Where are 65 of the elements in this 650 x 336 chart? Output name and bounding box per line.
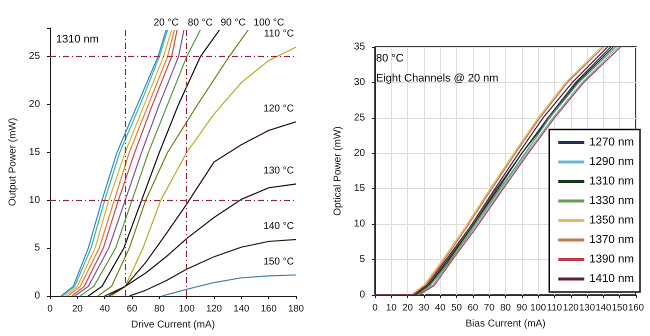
x-tick-label: 120 bbox=[206, 304, 222, 314]
series-label: 100 °C bbox=[254, 17, 284, 28]
x-tick-label: 100 bbox=[530, 302, 546, 314]
x-tick-label: 60 bbox=[126, 304, 138, 314]
x-tick-label: 40 bbox=[99, 304, 110, 314]
y-tick-label: 25 bbox=[28, 51, 40, 62]
y-tick-label: 5 bbox=[34, 242, 40, 254]
y-tick-label: 30 bbox=[354, 76, 366, 88]
annotation: 80 °C bbox=[376, 52, 404, 64]
x-tick-label: 50 bbox=[451, 302, 462, 314]
x-axis-title: Drive Current (mA) bbox=[131, 320, 215, 330]
x-tick-label: 110 bbox=[546, 302, 562, 314]
legend-label: 1330 nm bbox=[589, 195, 634, 207]
series-label: 140 °C bbox=[263, 221, 294, 232]
x-tick-label: 30 bbox=[418, 302, 430, 314]
y-tick-label: 10 bbox=[354, 218, 366, 230]
x-tick-label: 80 bbox=[154, 304, 165, 314]
legend-label: 1350 nm bbox=[589, 214, 634, 226]
x-tick-label: 60 bbox=[468, 302, 478, 314]
series-label: 20 °C bbox=[154, 17, 179, 28]
x-tick-label: 80 bbox=[500, 302, 511, 314]
x-tick-label: 130 bbox=[579, 302, 595, 314]
x-tick-label: 70 bbox=[484, 302, 494, 314]
series-label: 130 °C bbox=[263, 166, 294, 177]
y-axis-title: Output Power (mW) bbox=[8, 118, 18, 206]
x-tick-label: 150 bbox=[612, 302, 628, 314]
x-tick-label: 180 bbox=[288, 304, 304, 314]
y-tick-label: 0 bbox=[34, 290, 40, 302]
x-tick-label: 160 bbox=[628, 302, 644, 314]
y-tick-label: 25 bbox=[354, 112, 366, 124]
x-axis-title: Bias Current (mA) bbox=[466, 318, 546, 330]
x-tick-label: 100 bbox=[178, 304, 195, 314]
series-label: 120 °C bbox=[263, 103, 294, 114]
annotation: 1310 nm bbox=[56, 34, 99, 46]
x-tick-label: 40 bbox=[434, 302, 446, 314]
series-label: 110 °C bbox=[264, 28, 294, 40]
y-tick-label: 35 bbox=[354, 42, 366, 52]
x-tick-label: 160 bbox=[260, 304, 277, 314]
x-tick-label: 120 bbox=[562, 302, 579, 314]
x-tick-label: 0 bbox=[47, 304, 53, 314]
legend-label: 1270 nm bbox=[589, 136, 634, 148]
y-tick-label: 5 bbox=[359, 254, 366, 266]
x-tick-label: 10 bbox=[386, 302, 397, 314]
x-tick-label: 140 bbox=[595, 302, 612, 314]
x-tick-label: 0 bbox=[372, 302, 378, 314]
legend-label: 1370 nm bbox=[589, 234, 634, 246]
legend-label: 1290 nm bbox=[589, 156, 634, 168]
series-label: 80 °C bbox=[188, 17, 213, 28]
legend-label: 1390 nm bbox=[589, 254, 634, 266]
series-label: 150 °C bbox=[263, 256, 294, 268]
x-tick-label: 20 bbox=[402, 302, 413, 314]
x-tick-label: 90 bbox=[516, 302, 528, 314]
annotation: Eight Channels @ 20 nm bbox=[376, 72, 498, 84]
x-tick-label: 20 bbox=[72, 304, 83, 314]
legend-label: 1410 nm bbox=[589, 273, 634, 285]
y-tick-label: 15 bbox=[354, 183, 366, 194]
x-tick-label: 140 bbox=[233, 304, 250, 314]
series-label: 90 °C bbox=[220, 17, 246, 28]
y-tick-label: 0 bbox=[359, 290, 366, 300]
y-tick-label: 10 bbox=[28, 194, 40, 206]
y-axis-title: Optical Power (mW) bbox=[332, 126, 344, 216]
y-tick-label: 20 bbox=[354, 148, 366, 159]
y-tick-label: 15 bbox=[28, 146, 40, 158]
legend-label: 1310 nm bbox=[589, 176, 634, 188]
y-tick-label: 20 bbox=[28, 99, 40, 110]
